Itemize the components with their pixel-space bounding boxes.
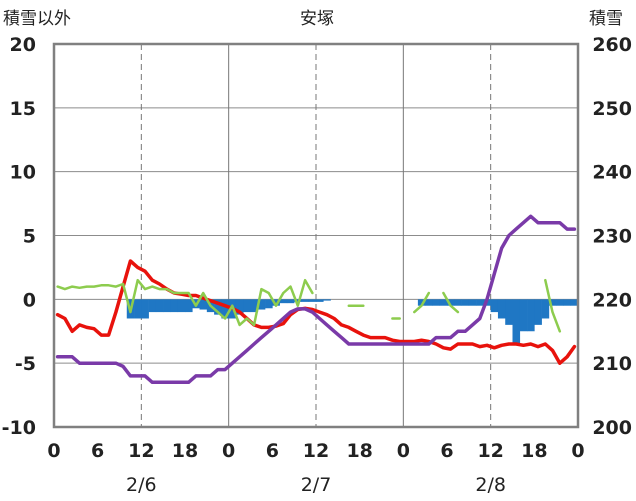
bar [155, 299, 164, 313]
left-axis-title: 積雪以外 [3, 9, 71, 29]
bar [141, 299, 149, 319]
x-tick-label: 12 [128, 440, 154, 462]
left-y-axis: 20 15 10 5 0 -5 -10 [2, 34, 36, 439]
left-tick-label: -5 [15, 353, 36, 375]
bar-series [126, 299, 579, 345]
date-label: 2/7 [301, 474, 332, 496]
bar [148, 299, 157, 313]
right-tick-label: 230 [592, 226, 632, 248]
bar [170, 299, 179, 313]
x-tick-label: 12 [303, 440, 329, 462]
right-tick-label: 250 [592, 98, 632, 120]
bar [323, 299, 331, 301]
bar [563, 299, 572, 306]
bar [221, 299, 229, 319]
bar [294, 299, 302, 302]
bar [185, 299, 193, 313]
x-tick-label: 12 [477, 440, 503, 462]
bar [425, 299, 433, 306]
bar [163, 299, 171, 313]
bar [417, 299, 426, 306]
line-series [55, 214, 577, 385]
bar [250, 299, 259, 313]
bar [265, 299, 273, 309]
left-tick-label: 15 [10, 98, 36, 120]
left-tick-label: 10 [10, 162, 36, 184]
x-tick-label: 0 [571, 440, 584, 462]
bar [548, 299, 557, 306]
bar [301, 299, 310, 302]
bar [286, 299, 295, 304]
left-tick-label: -10 [2, 417, 36, 439]
left-tick-label: 0 [23, 289, 36, 311]
series-line-3 [56, 278, 562, 333]
date-label: 2/6 [126, 474, 157, 496]
bar [534, 299, 542, 325]
left-tick-label: 5 [23, 226, 36, 248]
bar [279, 299, 288, 304]
right-tick-label: 260 [592, 34, 632, 56]
right-axis-title: 積雪 [589, 9, 623, 29]
right-tick-label: 240 [592, 162, 632, 184]
bar [243, 299, 251, 313]
bar [214, 299, 222, 315]
bar [461, 299, 470, 306]
x-tick-label: 0 [222, 440, 235, 462]
bar [512, 299, 521, 345]
bar [490, 299, 499, 313]
series-line-2 [55, 259, 577, 365]
date-labels: 2/6 2/7 2/8 [126, 474, 506, 496]
x-tick-label: 6 [266, 440, 279, 462]
gridlines [54, 43, 578, 428]
series-line-4 [55, 214, 577, 385]
bar [556, 299, 564, 306]
right-tick-label: 200 [592, 417, 632, 439]
chart-title: 安塚 [300, 9, 334, 29]
date-label: 2/8 [475, 474, 506, 496]
bar [447, 299, 455, 306]
bar [134, 299, 142, 319]
right-y-axis: 260 250 240 230 220 210 200 [592, 34, 632, 439]
x-tick-label: 6 [91, 440, 104, 462]
bar [316, 299, 324, 302]
bar [505, 299, 513, 325]
bar [497, 299, 506, 319]
bar [439, 299, 448, 306]
bar [272, 299, 280, 306]
bar [527, 299, 535, 332]
bar [177, 299, 186, 313]
bar [235, 299, 244, 315]
plot-frame [52, 42, 580, 429]
x-tick-label: 0 [47, 440, 60, 462]
x-tick-label: 18 [521, 440, 547, 462]
bar [454, 299, 462, 306]
left-tick-label: 20 [10, 34, 36, 56]
bar [432, 299, 441, 306]
bar [519, 299, 528, 332]
bar [476, 299, 484, 306]
x-tick-label: 18 [346, 440, 372, 462]
x-tick-label: 6 [440, 440, 453, 462]
bar [199, 299, 208, 310]
right-tick-label: 210 [592, 353, 632, 375]
x-tick-label: 0 [397, 440, 410, 462]
bar [257, 299, 266, 310]
x-tick-label: 18 [172, 440, 198, 462]
bar [570, 299, 579, 306]
x-axis-ticks: 0 6 12 18 0 6 12 18 0 6 12 18 0 [47, 440, 584, 462]
bar [468, 299, 477, 306]
bar [308, 299, 317, 302]
right-tick-label: 220 [592, 289, 632, 311]
bar [541, 299, 550, 319]
